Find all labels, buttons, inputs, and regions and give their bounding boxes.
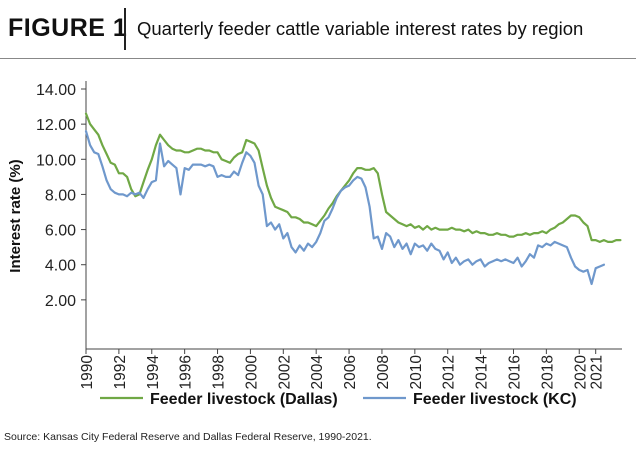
chart-area: 2.00 4.00 6.00 8.00 10.00 12.00 14.00 Interest … [0,59,636,423]
line-chart: 2.00 4.00 6.00 8.00 10.00 12.00 14.00 Interest … [7,81,622,408]
x-tick-label: 2006 [342,355,359,389]
chart-legend: Feeder livestock (Dallas) Feeder livestoc… [100,391,577,408]
series-line-dallas [84,112,622,243]
x-tick-label: 2016 [506,355,523,389]
x-tick-label: 2014 [474,355,491,390]
legend-label-dallas: Feeder livestock (Dallas) [150,391,338,408]
header-divider [124,8,126,50]
x-tick-label: 1990 [79,355,96,390]
legend-label-kc: Feeder livestock (KC) [413,391,577,408]
x-tick-label: 2008 [375,355,392,389]
figure-title: Quarterly feeder cattle variable interes… [137,18,584,39]
y-tick-label: 6.00 [45,223,76,240]
x-tick-label: 2012 [441,355,458,389]
x-tick-label: 2002 [276,355,293,389]
figure-label: FIGURE 1 [8,14,128,42]
y-tick-label: 12.00 [36,117,76,134]
x-tick-label: 2004 [309,355,326,390]
y-axis-title: Interest rate (%) [7,159,24,272]
y-tick-label: 8.00 [45,187,76,204]
y-tick-label: 4.00 [45,258,76,275]
source-note: Source: Kansas City Federal Reserve and … [4,431,372,443]
x-tick-label: 1994 [145,355,162,390]
x-tick-label: 2020 [572,355,589,390]
x-tick-label: 2021 [589,355,606,389]
x-tick-label: 1992 [112,355,129,389]
x-tick-label: 2000 [243,355,260,390]
chart-axes: 2.00 4.00 6.00 8.00 10.00 12.00 14.00 Interest … [7,81,622,389]
chart-series [84,112,622,286]
figure-header: FIGURE 1 Quarterly feeder cattle variabl… [0,0,636,58]
series-line-kc [84,130,605,286]
header-rule [0,58,636,59]
x-tick-label: 2018 [539,355,556,389]
x-tick-label: 1996 [178,355,195,389]
x-tick-label: 1998 [211,355,228,389]
y-tick-label: 10.00 [36,152,76,169]
y-tick-label: 2.00 [45,293,76,310]
y-tick-label: 14.00 [36,82,76,99]
x-tick-label: 2010 [408,355,425,390]
